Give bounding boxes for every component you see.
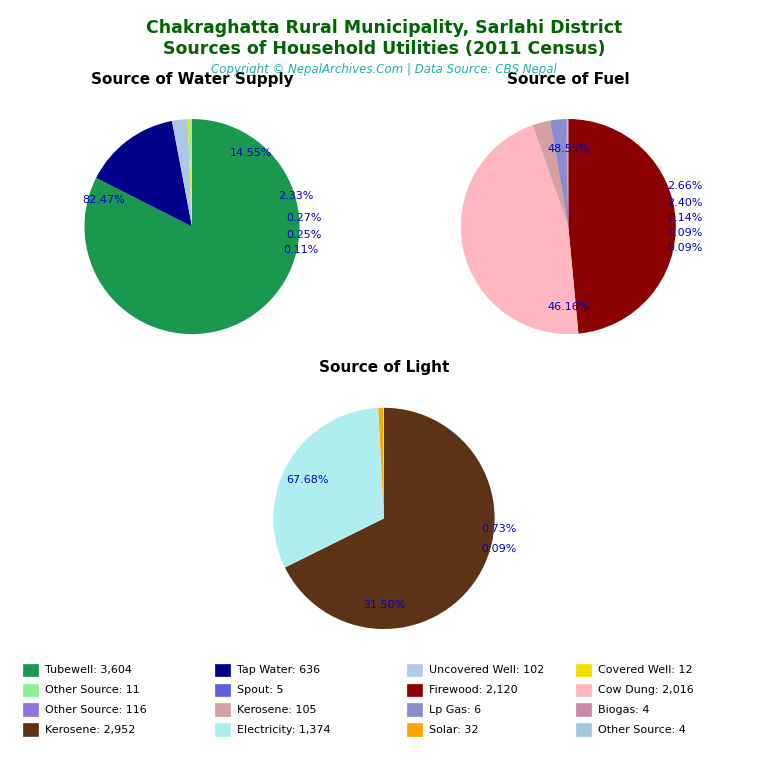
Wedge shape bbox=[84, 119, 300, 334]
Wedge shape bbox=[190, 119, 192, 227]
Wedge shape bbox=[187, 119, 192, 227]
Wedge shape bbox=[566, 119, 568, 227]
Text: Solar: 32: Solar: 32 bbox=[429, 724, 478, 735]
Text: 0.11%: 0.11% bbox=[283, 245, 319, 255]
Text: 31.50%: 31.50% bbox=[362, 600, 406, 610]
Text: 2.66%: 2.66% bbox=[667, 180, 703, 190]
Text: 46.16%: 46.16% bbox=[547, 302, 590, 313]
Text: 14.55%: 14.55% bbox=[230, 148, 272, 158]
Text: Kerosene: 2,952: Kerosene: 2,952 bbox=[45, 724, 135, 735]
Title: Source of Water Supply: Source of Water Supply bbox=[91, 72, 293, 87]
Text: Covered Well: 12: Covered Well: 12 bbox=[598, 664, 692, 675]
Text: Uncovered Well: 102: Uncovered Well: 102 bbox=[429, 664, 544, 675]
Text: 2.33%: 2.33% bbox=[278, 191, 313, 201]
Text: 0.09%: 0.09% bbox=[667, 243, 703, 253]
Text: 0.25%: 0.25% bbox=[286, 230, 322, 240]
Title: Source of Fuel: Source of Fuel bbox=[507, 72, 630, 87]
Text: Tubewell: 3,604: Tubewell: 3,604 bbox=[45, 664, 131, 675]
Text: 0.73%: 0.73% bbox=[482, 525, 517, 535]
Wedge shape bbox=[379, 408, 384, 518]
Text: Lp Gas: 6: Lp Gas: 6 bbox=[429, 704, 481, 715]
Wedge shape bbox=[461, 125, 578, 334]
Wedge shape bbox=[568, 119, 676, 333]
Wedge shape bbox=[172, 119, 192, 227]
Title: Source of Light: Source of Light bbox=[319, 360, 449, 375]
Text: Copyright © NepalArchives.Com | Data Source: CBS Nepal: Copyright © NepalArchives.Com | Data Sou… bbox=[211, 63, 557, 76]
Text: Tap Water: 636: Tap Water: 636 bbox=[237, 664, 319, 675]
Text: 48.55%: 48.55% bbox=[547, 144, 590, 154]
Text: 0.09%: 0.09% bbox=[667, 228, 703, 238]
Text: Spout: 5: Spout: 5 bbox=[237, 684, 283, 695]
Wedge shape bbox=[567, 119, 568, 227]
Text: Kerosene: 105: Kerosene: 105 bbox=[237, 704, 316, 715]
Text: 67.68%: 67.68% bbox=[286, 475, 329, 485]
Text: Cow Dung: 2,016: Cow Dung: 2,016 bbox=[598, 684, 694, 695]
Wedge shape bbox=[273, 408, 384, 568]
Text: Sources of Household Utilities (2011 Census): Sources of Household Utilities (2011 Cen… bbox=[163, 40, 605, 58]
Text: Other Source: 116: Other Source: 116 bbox=[45, 704, 146, 715]
Text: 2.40%: 2.40% bbox=[667, 198, 703, 208]
Text: Electricity: 1,374: Electricity: 1,374 bbox=[237, 724, 330, 735]
Text: 0.27%: 0.27% bbox=[286, 213, 322, 223]
Wedge shape bbox=[191, 119, 192, 227]
Text: Biogas: 4: Biogas: 4 bbox=[598, 704, 649, 715]
Text: 0.14%: 0.14% bbox=[667, 213, 703, 223]
Wedge shape bbox=[550, 119, 568, 227]
Wedge shape bbox=[533, 121, 568, 227]
Text: Chakraghatta Rural Municipality, Sarlahi District: Chakraghatta Rural Municipality, Sarlahi… bbox=[146, 19, 622, 37]
Wedge shape bbox=[96, 121, 192, 227]
Text: 0.09%: 0.09% bbox=[482, 545, 517, 554]
Text: 82.47%: 82.47% bbox=[83, 194, 125, 205]
Text: Firewood: 2,120: Firewood: 2,120 bbox=[429, 684, 517, 695]
Text: Other Source: 4: Other Source: 4 bbox=[598, 724, 685, 735]
Text: Other Source: 11: Other Source: 11 bbox=[45, 684, 139, 695]
Wedge shape bbox=[285, 408, 495, 629]
